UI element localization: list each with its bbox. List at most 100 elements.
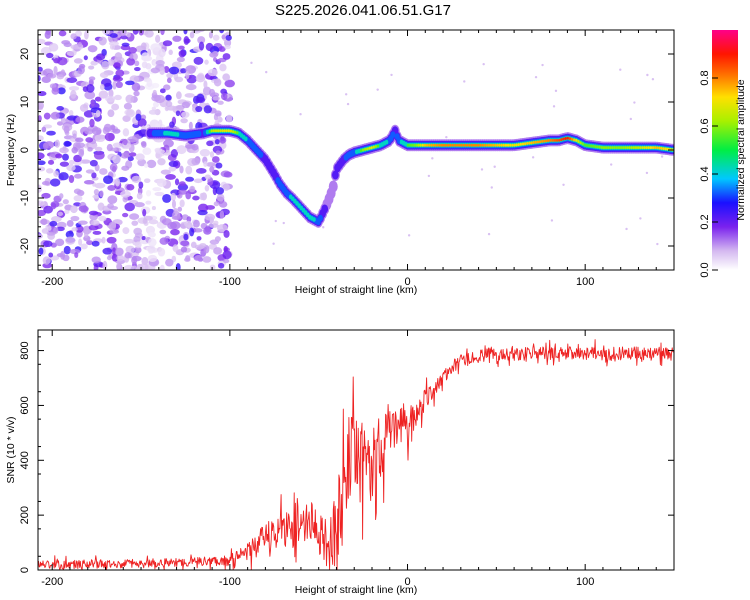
noise-blob — [66, 164, 76, 172]
noise-blob — [152, 187, 162, 192]
ridge-point — [494, 143, 497, 147]
noise-blob — [101, 236, 106, 244]
ridge-point — [519, 142, 522, 146]
noise-blob — [199, 243, 207, 248]
noise-blob — [660, 155, 664, 158]
svg-text:20: 20 — [19, 48, 31, 60]
noise-blob — [63, 42, 72, 48]
svg-text:0: 0 — [19, 147, 31, 153]
noise-blob — [493, 165, 496, 168]
noise-blob — [215, 187, 225, 195]
noise-blob — [205, 42, 214, 52]
noise-blob — [124, 252, 131, 259]
noise-blob — [157, 158, 166, 166]
x-tick: -100 — [219, 30, 241, 288]
spectrogram-ridge — [145, 124, 674, 228]
ridge-point — [223, 129, 226, 133]
ridge-point — [504, 143, 508, 147]
noise-blob — [112, 128, 121, 134]
ridge-point — [217, 129, 220, 133]
noise-blob — [108, 89, 114, 98]
noise-blob — [95, 110, 101, 117]
noise-blob — [126, 57, 136, 66]
noise-blob — [214, 139, 220, 145]
noise-blob — [146, 159, 157, 169]
noise-blob — [376, 88, 379, 91]
ridge-point — [428, 143, 431, 147]
noise-blob — [78, 149, 85, 158]
y-tick: 600 — [19, 396, 674, 415]
noise-blob — [180, 240, 190, 247]
noise-blob — [63, 125, 70, 134]
noise-blob — [219, 210, 225, 219]
y-tick: -10 — [19, 190, 674, 206]
noise-blob — [552, 105, 556, 108]
ridge-point — [376, 144, 380, 148]
ridge-point — [626, 146, 629, 150]
spectrogram-noise-cloud — [38, 30, 664, 270]
noise-blob — [83, 55, 88, 61]
snr-series — [37, 339, 674, 570]
ridge-point — [660, 146, 663, 150]
noise-blob — [77, 41, 83, 48]
noise-blob — [111, 253, 119, 262]
noise-blob — [112, 142, 123, 148]
colorbar-ticks: 0.0 0.2 0.4 0.6 0.8 — [699, 70, 718, 278]
noise-blob — [112, 80, 117, 90]
noise-blob — [209, 151, 215, 158]
ridge-point — [515, 143, 518, 147]
ridge-point — [451, 143, 454, 147]
ridge-point — [651, 146, 655, 150]
noise-blob — [106, 143, 113, 152]
noise-blob — [490, 186, 493, 189]
svg-text:-100: -100 — [219, 576, 241, 588]
svg-text:-10: -10 — [19, 190, 31, 206]
noise-blob — [74, 252, 79, 259]
noise-blob — [214, 236, 221, 242]
noise-blob — [180, 246, 188, 253]
ridge-point — [417, 143, 420, 147]
noise-blob — [84, 128, 94, 135]
noise-blob — [213, 78, 222, 87]
ridge-point — [445, 143, 448, 147]
noise-blob — [171, 199, 177, 209]
noise-blob — [173, 207, 178, 214]
noise-blob — [101, 60, 110, 70]
noise-blob — [346, 102, 350, 106]
ridge-point — [564, 136, 567, 140]
ridge-point — [321, 204, 329, 214]
noise-blob — [38, 200, 45, 207]
noise-blob — [122, 227, 130, 235]
noise-blob — [88, 76, 96, 81]
noise-blob — [135, 153, 145, 161]
snr-x-label: Height of straight line (km) — [295, 584, 418, 596]
ridge-layer — [208, 129, 674, 153]
noise-blob — [102, 260, 108, 270]
noise-blob — [168, 49, 173, 56]
ridge-point — [496, 143, 499, 147]
noise-blob — [87, 146, 93, 152]
noise-blob — [102, 30, 111, 35]
ridge-point — [332, 170, 339, 180]
ridge-point — [468, 143, 471, 147]
noise-blob — [133, 235, 141, 243]
noise-blob — [138, 181, 144, 189]
noise-blob — [80, 243, 88, 250]
ridge-point — [628, 146, 631, 150]
noise-blob — [62, 254, 70, 262]
noise-blob — [209, 166, 215, 173]
svg-text:-20: -20 — [19, 238, 31, 254]
ridge-point — [562, 137, 565, 141]
noise-blob — [160, 169, 171, 175]
noise-blob — [43, 112, 51, 120]
noise-blob — [47, 159, 55, 165]
ridge-point — [605, 146, 608, 150]
noise-blob — [482, 62, 485, 66]
ridge-point — [590, 144, 593, 148]
noise-blob — [204, 174, 212, 180]
ridge-point — [500, 143, 503, 147]
noise-blob — [38, 152, 45, 160]
noise-blob — [92, 194, 101, 199]
ridge-point — [236, 131, 239, 135]
ridge-point — [641, 146, 644, 150]
